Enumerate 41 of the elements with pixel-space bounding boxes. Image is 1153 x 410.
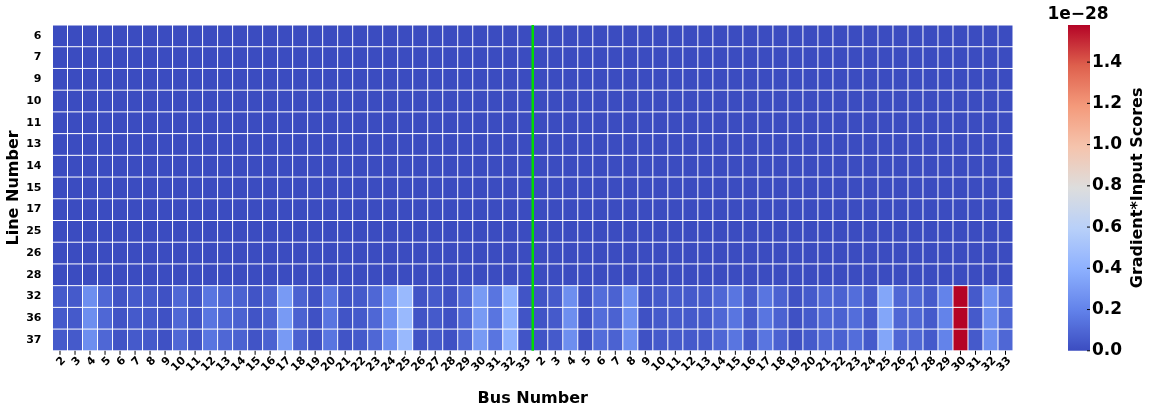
text: 1e−28 — [1047, 2, 1109, 23]
y-tick-label: 6 — [33, 28, 42, 42]
x-tick-label: 3 — [68, 353, 84, 369]
x-tick-label: 6 — [593, 353, 609, 369]
x-tick-label: 5 — [98, 353, 114, 369]
color-bar-label: 1.4 — [1092, 50, 1123, 71]
y-tick-label: 26 — [26, 245, 42, 259]
y-tick-label: 37 — [26, 332, 42, 346]
y-tick-label: 13 — [26, 137, 42, 151]
x-tick-label: 7 — [608, 353, 624, 369]
color-bar-label: 0.6 — [1092, 215, 1123, 236]
x-tick-label: 2 — [533, 353, 549, 369]
x-tick-label: 5 — [578, 353, 594, 369]
y-tick-label: 15 — [26, 180, 42, 194]
y-tick-label: 14 — [26, 159, 42, 173]
y-tick-label: 9 — [33, 72, 42, 86]
x-tick-label: 2 — [53, 353, 69, 369]
y-tick-label: 36 — [26, 311, 42, 325]
x-tick-label: 3 — [548, 353, 564, 369]
color-bar-label: 0.4 — [1092, 256, 1123, 277]
y-tick-label: 10 — [26, 93, 42, 107]
y-axis-title: Line Number — [2, 130, 22, 246]
y-tick-label: 17 — [26, 202, 42, 216]
y-tick-label: 11 — [26, 115, 42, 129]
y-tick-label: 25 — [26, 224, 42, 238]
y-tick-label: 7 — [33, 50, 42, 64]
y-tick-label: 28 — [26, 267, 42, 281]
color-bar-label: 0.2 — [1092, 297, 1123, 318]
color-bar-label: 1.0 — [1092, 133, 1123, 154]
color-bar-label: 0.0 — [1092, 339, 1123, 360]
x-tick-label: 8 — [143, 353, 159, 369]
color-bar-label: 1.2 — [1092, 91, 1123, 112]
x-tick-label: 7 — [128, 353, 144, 369]
y-tick-label: 32 — [26, 289, 42, 303]
color-bar-label: 0.8 — [1092, 174, 1123, 195]
x-tick-label: 6 — [113, 353, 129, 369]
x-tick-label: 8 — [623, 353, 639, 369]
x-tick-label: 4 — [83, 353, 99, 369]
x-axis-title: Bus Number — [477, 387, 589, 407]
x-tick-label: 4 — [563, 353, 579, 369]
color-bar-title: Gradient*Input Scores — [1127, 87, 1147, 289]
